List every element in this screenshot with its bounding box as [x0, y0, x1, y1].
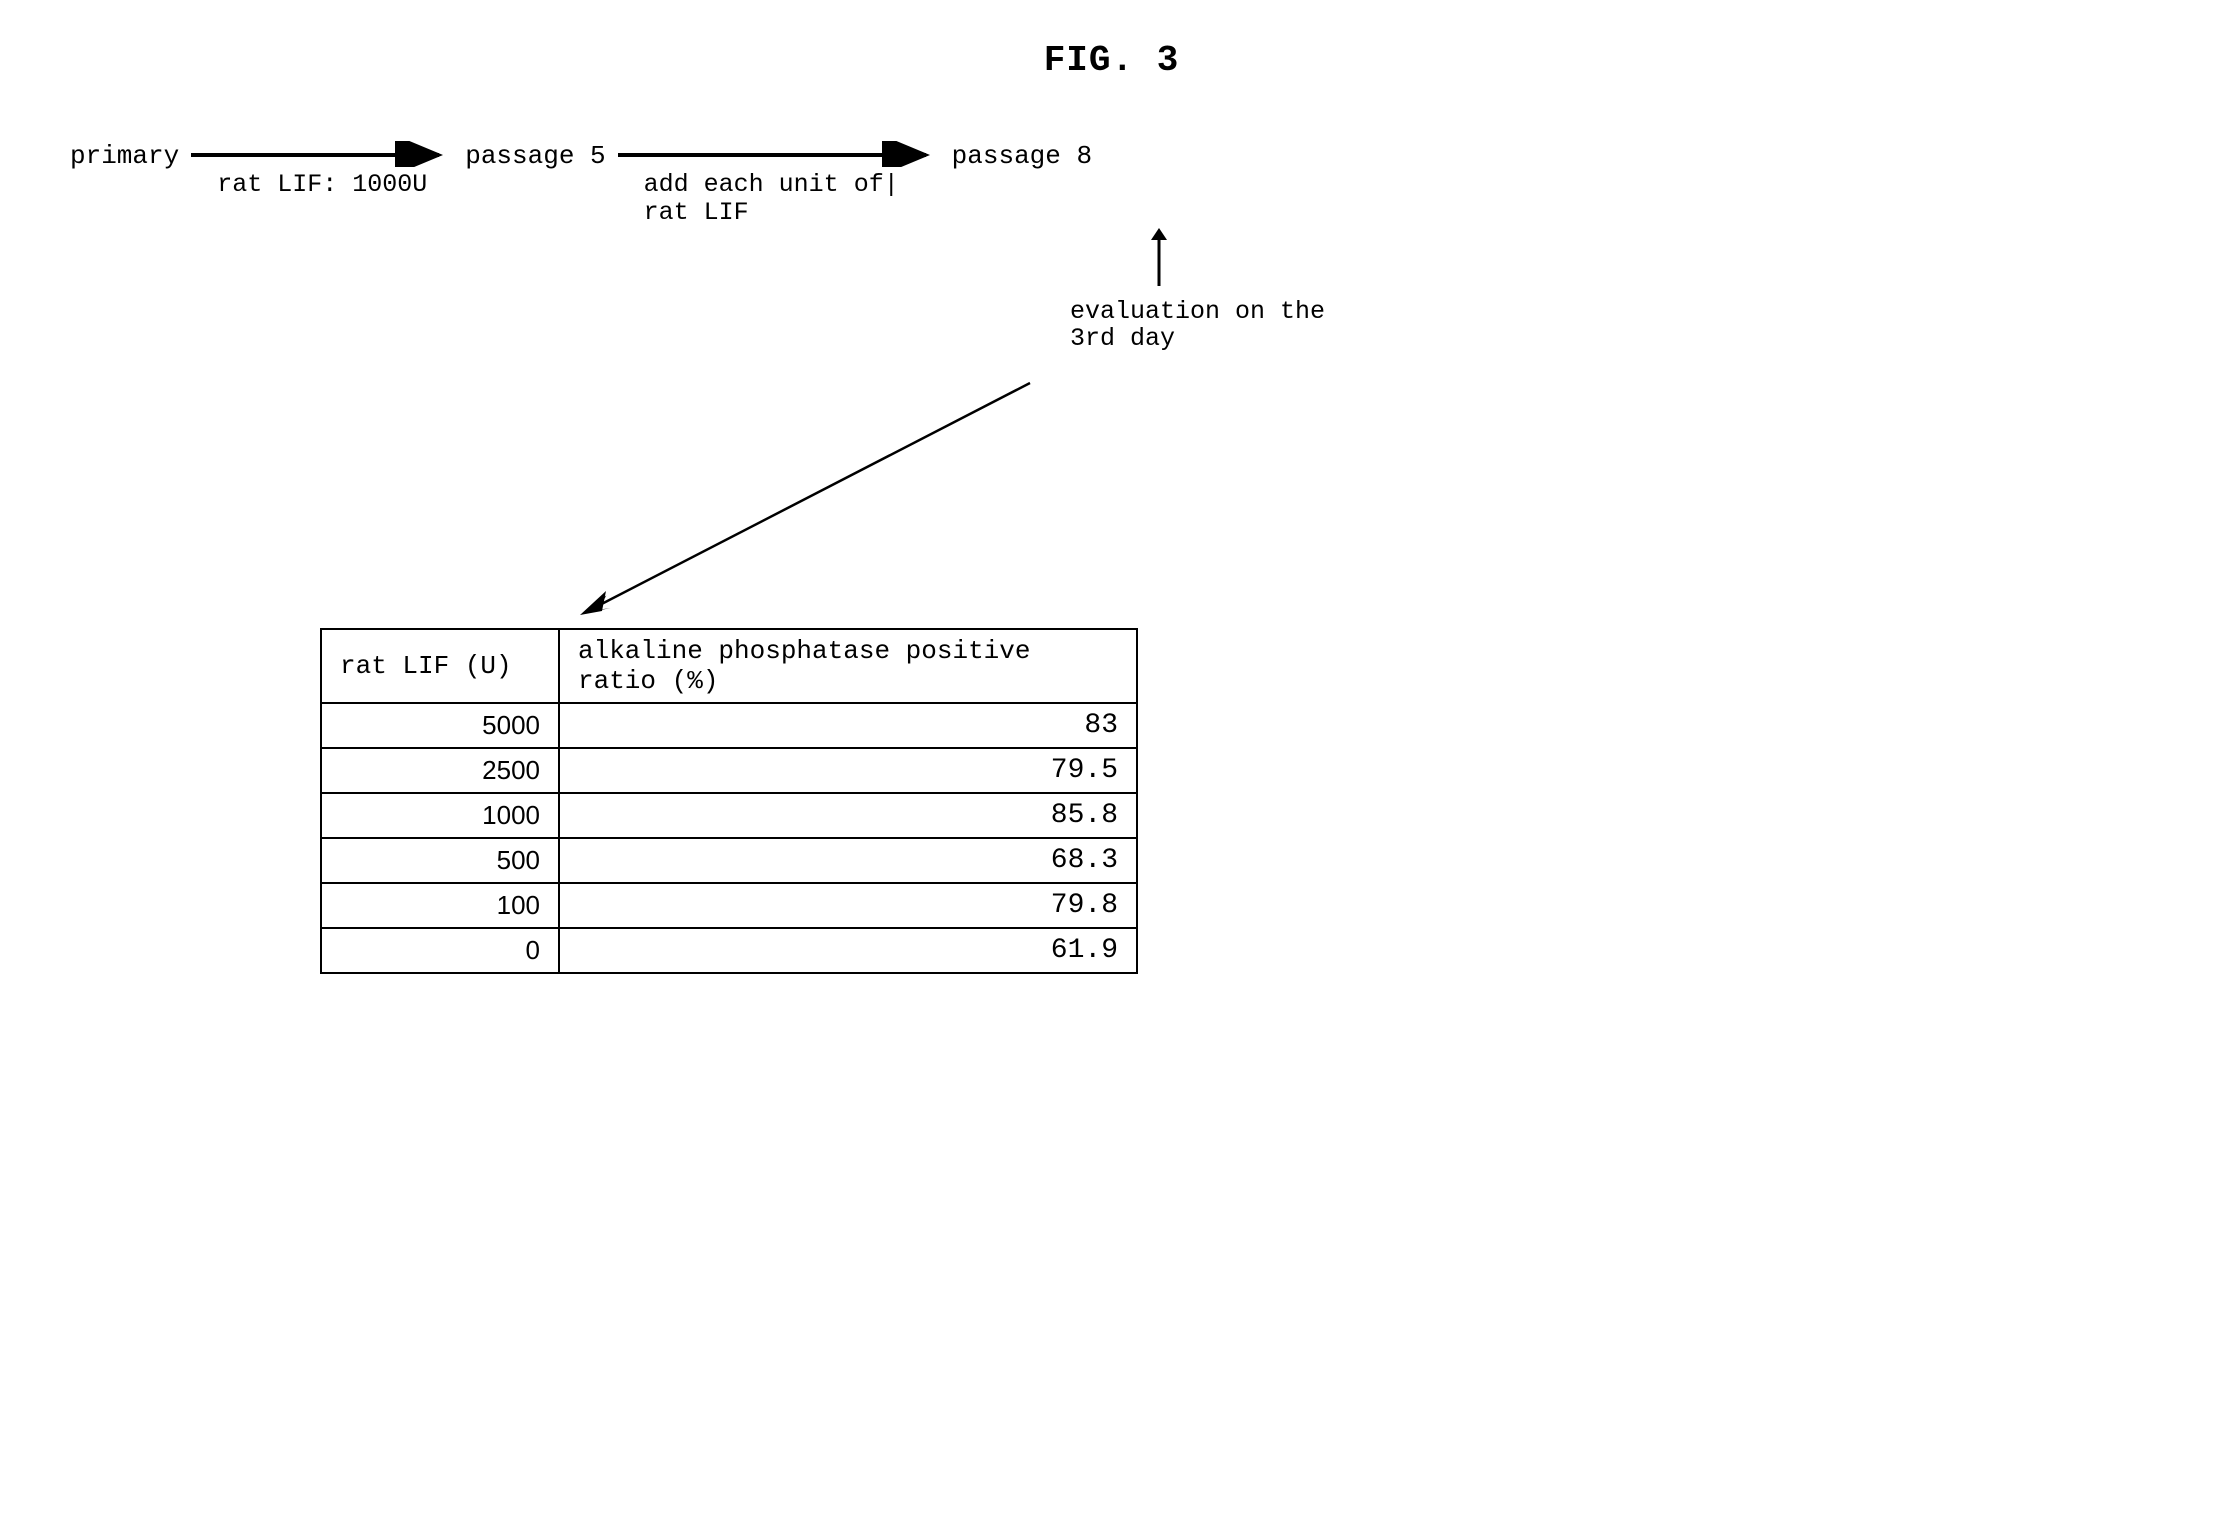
table-header-col1: rat LIF (U) [321, 629, 559, 703]
flow-node-passage5: passage 5 [465, 141, 605, 171]
flow-seg2-label-line1: add each unit of| [644, 170, 899, 199]
table-row: 5000 83 [321, 703, 1137, 748]
table-header-col2: alkaline phosphatase positive ratio (%) [559, 629, 1137, 703]
table-header-row: rat LIF (U) alkaline phosphatase positiv… [321, 629, 1137, 703]
flow-seg2-label-line2: rat LIF [644, 198, 749, 227]
arrow-diagonal-icon [560, 373, 1040, 623]
table-cell: 500 [321, 838, 559, 883]
table-cell: 0 [321, 928, 559, 973]
flow-node-passage8: passage 8 [952, 141, 1092, 171]
evaluation-label-line2: 3rd day [1070, 324, 1175, 353]
table-cell: 1000 [321, 793, 559, 838]
figure-title: FIG. 3 [40, 40, 2183, 81]
table-row: 2500 79.5 [321, 748, 1137, 793]
arrow-right-icon [187, 141, 457, 167]
table-cell: 85.8 [559, 793, 1137, 838]
table-cell: 61.9 [559, 928, 1137, 973]
table-cell: 68.3 [559, 838, 1137, 883]
results-table: rat LIF (U) alkaline phosphatase positiv… [320, 628, 1138, 974]
table-cell: 83 [559, 703, 1137, 748]
arrow-up-icon [1146, 226, 1172, 290]
flow-seg2-label: add each unit of| rat LIF [644, 171, 899, 226]
flow-seg-1: rat LIF: 1000U [187, 141, 457, 199]
evaluation-block: evaluation on the 3rd day [1070, 226, 2183, 353]
table-row: 0 61.9 [321, 928, 1137, 973]
flow-seg-2: add each unit of| rat LIF [614, 141, 944, 226]
evaluation-label: evaluation on the 3rd day [1070, 298, 2183, 353]
table-row: 1000 85.8 [321, 793, 1137, 838]
table-cell: 100 [321, 883, 559, 928]
arrow-right-icon [614, 141, 944, 167]
flow-row: primary rat LIF: 1000U passage 5 add eac… [70, 141, 2183, 226]
table-row: 100 79.8 [321, 883, 1137, 928]
table-row: 500 68.3 [321, 838, 1137, 883]
flow-seg1-label: rat LIF: 1000U [217, 171, 427, 199]
flow-node-primary: primary [70, 141, 179, 171]
table-cell: 79.5 [559, 748, 1137, 793]
table-cell: 2500 [321, 748, 559, 793]
evaluation-label-line1: evaluation on the [1070, 297, 1325, 326]
table-cell: 5000 [321, 703, 559, 748]
table-cell: 79.8 [559, 883, 1137, 928]
